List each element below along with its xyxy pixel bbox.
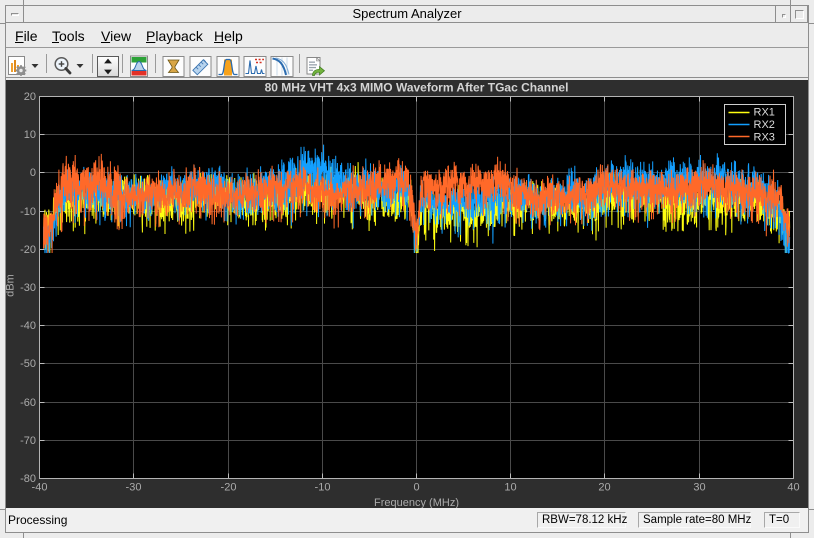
svg-text:-60: -60 [20,397,36,409]
svg-text:-40: -40 [20,320,36,332]
svg-text:-40: -40 [32,482,48,494]
svg-text:-10: -10 [20,206,36,218]
svg-text:-10: -10 [315,482,331,494]
svg-text:20: 20 [598,482,610,494]
svg-text:30: 30 [693,482,705,494]
svg-text:RX3: RX3 [754,132,775,144]
svg-text:80 MHz VHT 4x3 MIMO Waveform A: 80 MHz VHT 4x3 MIMO Waveform After TGac … [265,81,569,95]
svg-text:0: 0 [30,167,36,179]
svg-text:-70: -70 [20,435,36,447]
svg-text:10: 10 [504,482,516,494]
svg-text:RX1: RX1 [754,107,775,119]
svg-text:Frequency (MHz): Frequency (MHz) [374,497,459,508]
svg-text:-30: -30 [20,282,36,294]
svg-text:RX2: RX2 [754,119,775,131]
svg-text:10: 10 [24,129,36,141]
svg-text:-20: -20 [221,482,237,494]
svg-text:-80: -80 [20,473,36,485]
svg-text:0: 0 [413,482,419,494]
svg-text:dBm: dBm [6,274,17,297]
svg-text:-50: -50 [20,358,36,370]
svg-text:20: 20 [24,91,36,103]
svg-text:-30: -30 [126,482,142,494]
svg-text:-20: -20 [20,244,36,256]
svg-text:40: 40 [787,482,799,494]
